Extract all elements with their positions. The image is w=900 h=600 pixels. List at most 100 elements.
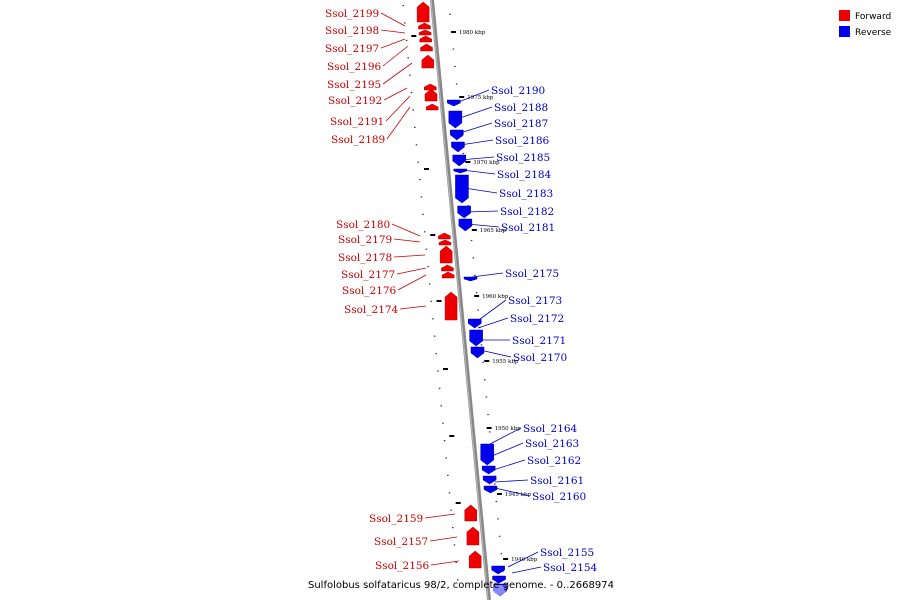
reverse-gene-label[interactable]: Ssol_2163 — [525, 438, 579, 450]
reverse-gene-glyph[interactable] — [448, 110, 463, 129]
major-tick — [474, 295, 480, 297]
forward-gene-glyph[interactable] — [425, 103, 439, 111]
leader-line — [380, 38, 406, 49]
forward-gene-label[interactable]: Ssol_2198 — [325, 25, 379, 37]
forward-gene-glyph[interactable] — [464, 504, 477, 522]
forward-gene-glyph[interactable] — [444, 291, 458, 321]
major-tick — [503, 558, 509, 560]
reverse-gene-glyph[interactable] — [493, 585, 506, 596]
reverse-gene-label[interactable]: Ssol_2175 — [505, 268, 559, 280]
reverse-gene-glyph[interactable] — [455, 174, 469, 204]
reverse-gene-glyph[interactable] — [470, 346, 485, 359]
forward-gene-glyph[interactable] — [418, 22, 431, 30]
minor-tick — [452, 48, 455, 50]
forward-gene-glyph[interactable] — [420, 43, 433, 52]
reverse-gene-label[interactable]: Ssol_2185 — [496, 152, 550, 164]
reverse-gene-glyph[interactable] — [469, 329, 483, 347]
reverse-gene-label[interactable]: Ssol_2172 — [510, 313, 564, 325]
reverse-gene-glyph[interactable] — [467, 318, 482, 329]
forward-gene-label[interactable]: Ssol_2178 — [338, 252, 392, 264]
forward-gene-label[interactable]: Ssol_2199 — [325, 8, 379, 20]
forward-gene-label[interactable]: Ssol_2192 — [328, 95, 382, 107]
minor-tick — [477, 309, 479, 311]
forward-gene-glyph[interactable] — [416, 1, 430, 23]
minor-tick — [487, 413, 489, 416]
tick-label: 1950 kbp — [495, 426, 522, 432]
reverse-gene-glyph[interactable] — [458, 218, 473, 232]
reverse-gene-label[interactable]: Ssol_2161 — [530, 475, 584, 487]
forward-gene-glyph[interactable] — [438, 239, 452, 246]
reverse-gene-label[interactable]: Ssol_2184 — [497, 169, 552, 181]
leader-line — [386, 106, 411, 140]
reverse-gene-glyph[interactable] — [453, 168, 467, 174]
forward-gene-glyph[interactable] — [468, 550, 482, 569]
minor-tick — [482, 361, 484, 363]
forward-gene-label[interactable]: Ssol_2191 — [330, 116, 384, 128]
reverse-gene-glyph[interactable] — [452, 154, 466, 167]
forward-gene-label[interactable]: Ssol_2180 — [336, 219, 390, 231]
reverse-gene-label[interactable]: Ssol_2187 — [494, 118, 548, 130]
major-tick — [484, 360, 490, 362]
forward-gene-glyph[interactable] — [419, 35, 432, 43]
reverse-gene-glyph[interactable] — [450, 129, 464, 141]
forward-gene-label[interactable]: Ssol_2174 — [344, 304, 399, 316]
leader-line — [475, 299, 507, 323]
forward-gene-label[interactable]: Ssol_2196 — [327, 61, 382, 73]
forward-gene-glyph[interactable] — [418, 29, 432, 36]
minor-tick — [440, 405, 442, 407]
forward-gene-label[interactable]: Ssol_2159 — [369, 513, 423, 525]
forward-gene-label[interactable]: Ssol_2176 — [342, 285, 397, 297]
reverse-gene-label[interactable]: Ssol_2160 — [532, 491, 586, 503]
forward-gene-glyph[interactable] — [424, 83, 437, 91]
reverse-gene-glyph[interactable] — [491, 565, 505, 575]
leader-line — [455, 89, 490, 104]
forward-gene-label[interactable]: Ssol_2189 — [331, 134, 385, 146]
reverse-gene-label[interactable]: Ssol_2188 — [494, 102, 548, 114]
reverse-gene-label[interactable]: Ssol_2190 — [491, 85, 545, 97]
reverse-gene-label[interactable]: Ssol_2155 — [540, 547, 594, 559]
minor-tick — [470, 239, 473, 242]
reverse-gene-label[interactable]: Ssol_2181 — [501, 222, 555, 234]
forward-gene-label[interactable]: Ssol_2195 — [327, 79, 381, 91]
forward-gene-glyph[interactable] — [441, 271, 455, 279]
forward-gene-glyph[interactable] — [439, 245, 453, 264]
forward-gene-label[interactable]: Ssol_2156 — [375, 560, 430, 572]
legend-label-reverse: Reverse — [855, 28, 892, 38]
reverse-gene-glyph[interactable] — [483, 485, 498, 494]
leader-line — [393, 238, 421, 243]
reverse-gene-glyph[interactable] — [482, 475, 497, 485]
minor-tick — [447, 474, 449, 476]
reverse-gene-label[interactable]: Ssol_2186 — [495, 135, 550, 147]
forward-gene-label[interactable]: Ssol_2157 — [374, 536, 428, 548]
minor-tick — [432, 318, 434, 320]
reverse-gene-glyph[interactable] — [492, 575, 506, 584]
reverse-gene-glyph[interactable] — [463, 276, 478, 282]
reverse-gene-label[interactable]: Ssol_2170 — [513, 352, 567, 364]
tick-label: 1965 kbp — [480, 228, 507, 234]
reverse-gene-label[interactable]: Ssol_2164 — [523, 423, 578, 435]
tick-label: 1940 kbp — [511, 557, 538, 563]
forward-gene-glyph[interactable] — [424, 88, 438, 102]
minor-tick — [474, 274, 476, 276]
reverse-gene-label[interactable]: Ssol_2173 — [508, 295, 562, 307]
reverse-gene-label[interactable]: Ssol_2182 — [500, 206, 554, 218]
leader-line — [461, 169, 496, 175]
reverse-gene-glyph[interactable] — [481, 465, 496, 475]
reverse-gene-label[interactable]: Ssol_2171 — [512, 335, 566, 347]
legend-label-forward: Forward — [855, 12, 891, 22]
reverse-gene-glyph[interactable] — [447, 99, 461, 107]
reverse-gene-glyph[interactable] — [480, 443, 494, 466]
forward-gene-glyph[interactable] — [441, 264, 454, 272]
forward-gene-label[interactable]: Ssol_2179 — [338, 234, 392, 246]
forward-gene-label[interactable]: Ssol_2177 — [341, 269, 395, 281]
forward-gene-glyph[interactable] — [421, 54, 435, 69]
reverse-gene-label[interactable]: Ssol_2162 — [527, 455, 581, 467]
reverse-gene-label[interactable]: Ssol_2183 — [499, 188, 553, 200]
forward-gene-glyph[interactable] — [438, 232, 451, 240]
reverse-gene-label[interactable]: Ssol_2154 — [543, 562, 598, 574]
reverse-gene-glyph[interactable] — [457, 205, 471, 219]
reverse-gene-glyph[interactable] — [451, 141, 465, 153]
forward-gene-glyph[interactable] — [466, 526, 480, 546]
forward-gene-label[interactable]: Ssol_2197 — [325, 43, 379, 55]
minor-tick — [485, 396, 488, 398]
